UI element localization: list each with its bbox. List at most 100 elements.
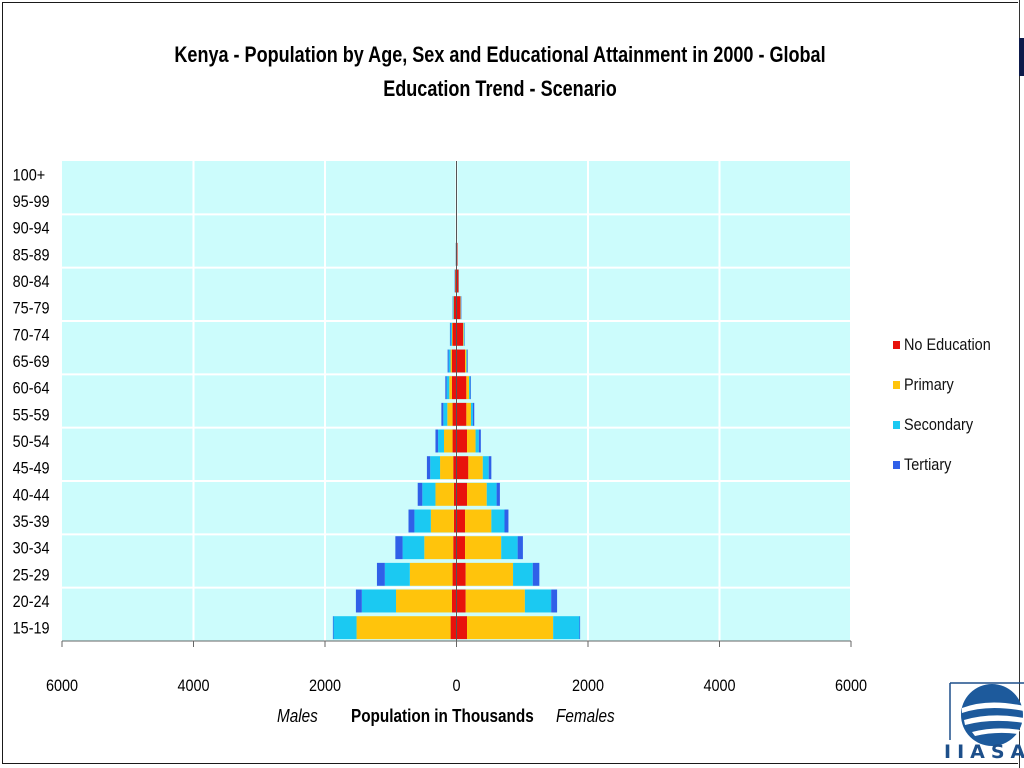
bar-male-primary	[435, 482, 454, 506]
bar-male-primary	[440, 456, 454, 480]
bar-female-primary	[465, 589, 525, 613]
bar-male-primary	[451, 322, 453, 346]
bar-male-no-education	[451, 376, 457, 400]
bar-female-primary	[467, 616, 554, 640]
legend-swatch	[893, 421, 900, 429]
legend-swatch	[893, 381, 900, 389]
bar-female-no-education	[456, 402, 467, 426]
bar-male-no-education	[451, 589, 457, 613]
y-tick-label: 40-44	[13, 486, 50, 504]
bar-female-tertiary	[488, 456, 492, 480]
bar-male-tertiary	[426, 456, 431, 480]
bar-female-primary	[466, 376, 469, 400]
legend-label: Secondary	[904, 415, 974, 434]
y-tick-label: 90-94	[13, 220, 50, 238]
y-tick-label: 25-29	[13, 566, 50, 584]
bar-male-no-education	[453, 296, 457, 320]
bar-female-tertiary	[472, 402, 475, 426]
slide-edge-marker	[1019, 38, 1024, 76]
bar-male-primary	[430, 509, 454, 533]
bar-female-no-education	[456, 322, 464, 346]
bar-female-no-education	[456, 509, 466, 533]
bar-female-secondary	[475, 429, 479, 453]
bar-female-primary	[467, 482, 487, 506]
y-tick-label: 80-84	[13, 273, 50, 291]
legend-swatch	[893, 341, 900, 349]
bar-male-secondary	[430, 456, 441, 480]
bar-male-tertiary	[449, 322, 451, 346]
bar-female-no-education	[456, 589, 466, 613]
x-tick-label: 2000	[572, 677, 604, 695]
bar-male-secondary	[384, 562, 410, 586]
bar-female-primary	[467, 429, 476, 453]
legend-label: Primary	[904, 375, 954, 394]
bar-female-no-education	[456, 456, 469, 480]
bar-male-no-education	[455, 269, 457, 293]
bar-female-secondary	[553, 616, 580, 640]
iiasa-logo-text: IIASA	[944, 741, 1024, 763]
bar-male-primary	[450, 349, 452, 373]
y-tick-label: 55-59	[13, 406, 50, 424]
bar-female-no-education	[456, 616, 468, 640]
bar-male-secondary	[414, 509, 431, 533]
bar-female-primary	[465, 562, 514, 586]
bar-male-secondary	[333, 616, 357, 640]
slide-edge	[1019, 0, 1020, 768]
legend-item: Tertiary	[893, 445, 1006, 485]
bar-female-no-education	[456, 269, 459, 293]
bar-female-tertiary	[551, 589, 558, 613]
bar-male-primary	[444, 429, 453, 453]
y-tick-label: 35-39	[13, 513, 50, 531]
x-tick-label: 2000	[309, 677, 341, 695]
y-tick-label: 50-54	[13, 433, 50, 451]
bar-female-no-education	[456, 562, 466, 586]
bar-male-primary	[396, 589, 452, 613]
bar-male-tertiary	[408, 509, 415, 533]
y-tick-label: 60-64	[13, 380, 50, 398]
bar-female-secondary	[501, 536, 518, 560]
bar-female-no-education	[456, 376, 467, 400]
bar-male-tertiary	[376, 562, 385, 586]
bar-female-primary	[465, 349, 467, 373]
bar-female-primary	[465, 509, 492, 533]
bar-male-no-education	[453, 536, 457, 560]
bar-male-tertiary	[355, 589, 362, 613]
bar-male-tertiary	[445, 376, 447, 400]
bar-male-primary	[447, 402, 453, 426]
bar-female-tertiary	[532, 562, 540, 586]
bar-female-secondary	[491, 509, 505, 533]
bar-female-tertiary	[467, 349, 468, 373]
bar-female-secondary	[468, 376, 471, 400]
y-tick-label: 15-19	[13, 620, 50, 638]
bar-male-primary	[356, 616, 451, 640]
y-tick-label: 65-69	[13, 353, 50, 371]
x-tick-label: 0	[452, 677, 460, 695]
bar-female-secondary	[470, 402, 473, 426]
x-tick-label: 6000	[46, 677, 78, 695]
bar-male-secondary	[443, 402, 448, 426]
bar-female-secondary	[486, 482, 497, 506]
bar-male-no-education	[453, 456, 457, 480]
bar-female-tertiary	[517, 536, 523, 560]
y-tick-label: 100+	[13, 166, 46, 184]
iiasa-logo	[949, 682, 1024, 746]
bar-female-tertiary	[496, 482, 500, 506]
bar-male-primary	[424, 536, 454, 560]
bar-male-no-education	[452, 402, 457, 426]
bar-female-no-education	[456, 429, 468, 453]
y-tick-label: 70-74	[13, 326, 50, 344]
legend-item: Primary	[893, 365, 1006, 405]
bar-male-tertiary	[395, 536, 403, 560]
bar-male-tertiary	[441, 402, 444, 426]
bar-male-tertiary	[435, 429, 439, 453]
bar-male-tertiary	[332, 616, 334, 640]
x-axis-label: Population in Thousands	[351, 706, 534, 726]
bar-female-primary	[468, 456, 483, 480]
bar-female-tertiary	[579, 616, 581, 640]
bar-female-secondary	[482, 456, 489, 480]
bar-male-no-education	[452, 429, 457, 453]
bar-female-secondary	[524, 589, 552, 613]
x-tick-label: 6000	[835, 677, 867, 695]
